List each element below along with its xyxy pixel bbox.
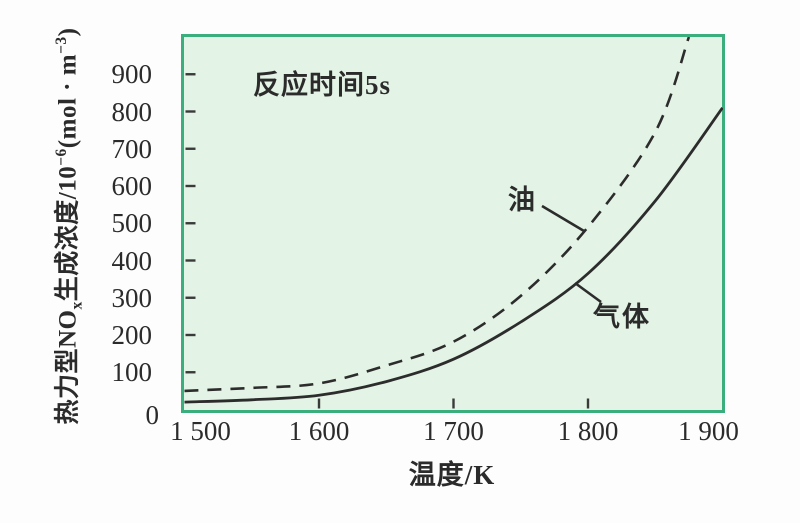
- oil-series-label: 油: [508, 185, 535, 215]
- y-axis-title-text: ): [54, 27, 82, 37]
- gas-series-label: 气体: [593, 302, 651, 332]
- x-tick-label: 1 800: [557, 416, 619, 446]
- y-tick-label: 900: [111, 59, 153, 90]
- y-tick-label: 700: [111, 133, 153, 164]
- y-tick-label: 0: [145, 399, 160, 430]
- x-tick-label: 1 600: [288, 416, 350, 446]
- y-tick-label: 500: [111, 208, 153, 239]
- y-tick-label: 400: [111, 245, 153, 276]
- x-axis-title: 温度/K: [408, 460, 496, 490]
- reaction-time-annotation: 反应时间5s: [253, 70, 392, 100]
- y-tick-label: 600: [111, 171, 153, 201]
- x-tick-label: 1 500: [170, 416, 231, 446]
- y-tick-label: 300: [111, 282, 153, 313]
- x-tick-label: 1 700: [423, 416, 484, 446]
- y-tick-label: 200: [111, 320, 153, 350]
- y-tick-label: 100: [111, 357, 153, 388]
- x-tick-label: 1 900: [678, 416, 739, 446]
- y-axis-superscript: −3: [53, 36, 71, 54]
- y-tick-label: 800: [111, 96, 153, 127]
